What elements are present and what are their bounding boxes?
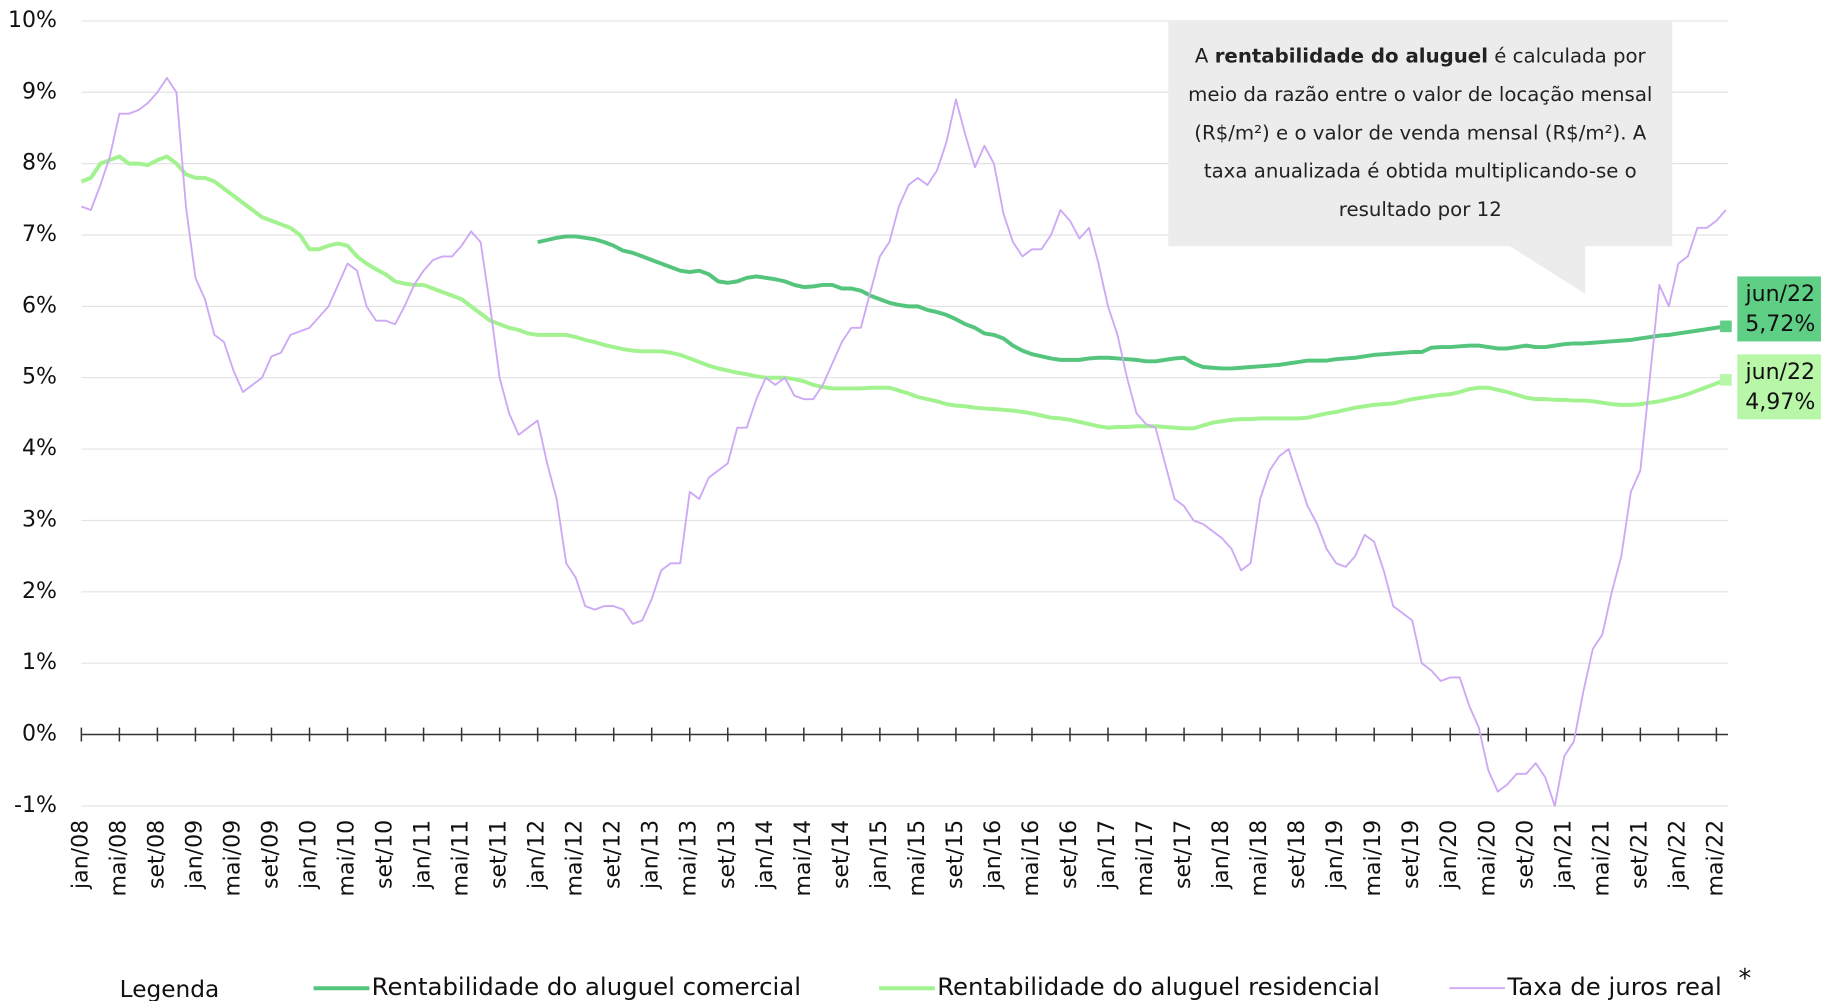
x-tick-label: jan/17 xyxy=(1095,820,1120,890)
x-tick-label: mai/08 xyxy=(106,820,131,897)
end-label-value: 4,97% xyxy=(1745,390,1815,415)
x-tick-label: jan/18 xyxy=(1209,820,1234,890)
note: A rentabilidade do aluguel é calculada p… xyxy=(1173,38,1668,230)
y-tick-label: 7% xyxy=(22,222,57,247)
y-tick-label: 9% xyxy=(22,79,57,104)
x-tick-label: mai/16 xyxy=(1019,820,1044,897)
x-tick-label: mai/10 xyxy=(335,820,360,897)
x-tick-label: mai/09 xyxy=(220,820,245,897)
note-box xyxy=(1168,20,1673,294)
end-label-date: jun/22 xyxy=(1744,360,1815,385)
x-tick-label: set/14 xyxy=(829,820,854,889)
x-tick-label: set/15 xyxy=(943,820,968,889)
y-tick-label: 5% xyxy=(22,365,57,390)
x-tick-label: set/21 xyxy=(1627,820,1652,889)
series-line xyxy=(537,234,1727,371)
note-bold: rentabilidade do aluguel xyxy=(1214,45,1488,69)
y-tick-label: 3% xyxy=(22,507,57,532)
legend-label: Taxa de juros real xyxy=(1506,972,1721,1001)
y-tick-label: 6% xyxy=(22,293,57,318)
x-tick-label: jan/08 xyxy=(68,820,93,890)
end-label-date: jun/22 xyxy=(1744,282,1815,307)
x-tick-label: jan/10 xyxy=(297,820,322,890)
x-tick-label: jan/11 xyxy=(411,820,436,890)
x-tick-label: set/17 xyxy=(1171,820,1196,889)
x-tick-label: jan/16 xyxy=(981,820,1006,890)
series-line xyxy=(81,77,1727,807)
x-tick-label: set/18 xyxy=(1285,820,1310,889)
x-tick-label: jan/22 xyxy=(1665,820,1690,890)
x-tick-label: set/19 xyxy=(1399,820,1424,889)
x-tick-label: jan/19 xyxy=(1323,820,1348,890)
legend-label: Rentabilidade do aluguel residencial xyxy=(937,972,1380,1001)
y-tick-label: 10% xyxy=(8,8,57,33)
x-tick-label: mai/22 xyxy=(1703,820,1728,897)
y-tick-label: -1% xyxy=(14,793,57,818)
x-tick-label: jan/14 xyxy=(753,820,778,890)
end-label-box xyxy=(1737,354,1821,420)
x-tick-label: set/10 xyxy=(373,820,398,889)
x-tick-label: mai/15 xyxy=(905,820,930,897)
x-tick-label: jan/12 xyxy=(525,820,550,890)
x-tick-label: mai/14 xyxy=(791,820,816,897)
end-label-box xyxy=(1737,276,1821,342)
x-tick-label: jan/20 xyxy=(1437,820,1462,890)
note-text: é calculada por meio da razão entre o va… xyxy=(1188,45,1653,222)
x-tick-label: mai/17 xyxy=(1133,820,1158,897)
x-tick-label: mai/21 xyxy=(1589,820,1614,897)
y-tick-label: 8% xyxy=(22,151,57,176)
x-tick-label: set/16 xyxy=(1057,820,1082,889)
x-tick-label: mai/12 xyxy=(563,820,588,897)
y-tick-label: 1% xyxy=(22,650,57,675)
x-tick-label: mai/19 xyxy=(1361,820,1386,897)
end-marker xyxy=(1720,374,1732,386)
x-tick-label: jan/13 xyxy=(639,820,664,890)
x-tick-label: mai/11 xyxy=(449,820,474,897)
x-tick-label: mai/18 xyxy=(1247,820,1272,897)
y-tick-label: 0% xyxy=(22,722,57,747)
x-tick-label: jan/09 xyxy=(182,820,207,890)
note-text: A xyxy=(1194,45,1215,69)
x-tick-label: set/08 xyxy=(144,820,169,889)
series-line xyxy=(80,154,1727,431)
x-tick-label: mai/13 xyxy=(677,820,702,897)
y-tick-label: 2% xyxy=(22,579,57,604)
note-container: A rentabilidade do aluguel é calculada p… xyxy=(1173,38,1668,230)
legend-title: Legenda xyxy=(120,976,220,1001)
x-tick-label: jan/15 xyxy=(867,820,892,890)
end-label-value: 5,72% xyxy=(1745,312,1815,337)
x-tick-label: set/09 xyxy=(258,820,283,889)
x-tick-label: set/13 xyxy=(715,820,740,889)
x-tick-label: set/11 xyxy=(487,820,512,889)
x-tick-label: set/12 xyxy=(601,820,626,889)
x-tick-label: mai/20 xyxy=(1475,820,1500,897)
end-marker xyxy=(1720,320,1732,333)
legend-label: Rentabilidade do aluguel comercial xyxy=(372,972,801,1001)
x-tick-label: jan/21 xyxy=(1551,820,1576,890)
y-tick-label: 4% xyxy=(22,436,57,461)
footnote-mark: * xyxy=(1738,964,1751,994)
x-tick-label: set/20 xyxy=(1513,820,1538,889)
